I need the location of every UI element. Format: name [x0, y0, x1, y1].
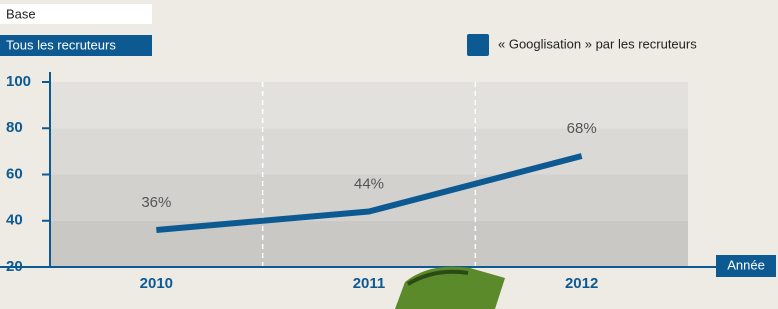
page: Base Tous les recruteurs Année « Googlis…: [0, 0, 778, 309]
value-label: 44%: [354, 175, 384, 192]
legend-swatch: [467, 34, 489, 56]
y-tick-label: 100: [6, 73, 31, 90]
value-label: 36%: [141, 194, 171, 211]
x-tick-label: 2010: [140, 275, 173, 292]
legend-label: « Googlisation » par les recruteurs: [498, 36, 697, 51]
base-label: Base: [6, 6, 36, 21]
base-value: Tous les recruteurs: [6, 37, 116, 52]
band: [50, 221, 688, 267]
y-tick-label: 60: [6, 165, 23, 182]
y-tick-label: 80: [6, 119, 23, 136]
chart: Base Tous les recruteurs Année « Googlis…: [0, 0, 778, 309]
plot-area: [0, 72, 716, 267]
y-tick-label: 20: [6, 258, 23, 275]
y-tick-label: 40: [6, 212, 23, 229]
x-tick-label: 2011: [353, 275, 386, 292]
x-tick-label: 2012: [565, 275, 598, 292]
value-label: 68%: [567, 120, 597, 137]
x-axis-label: Année: [727, 257, 765, 272]
